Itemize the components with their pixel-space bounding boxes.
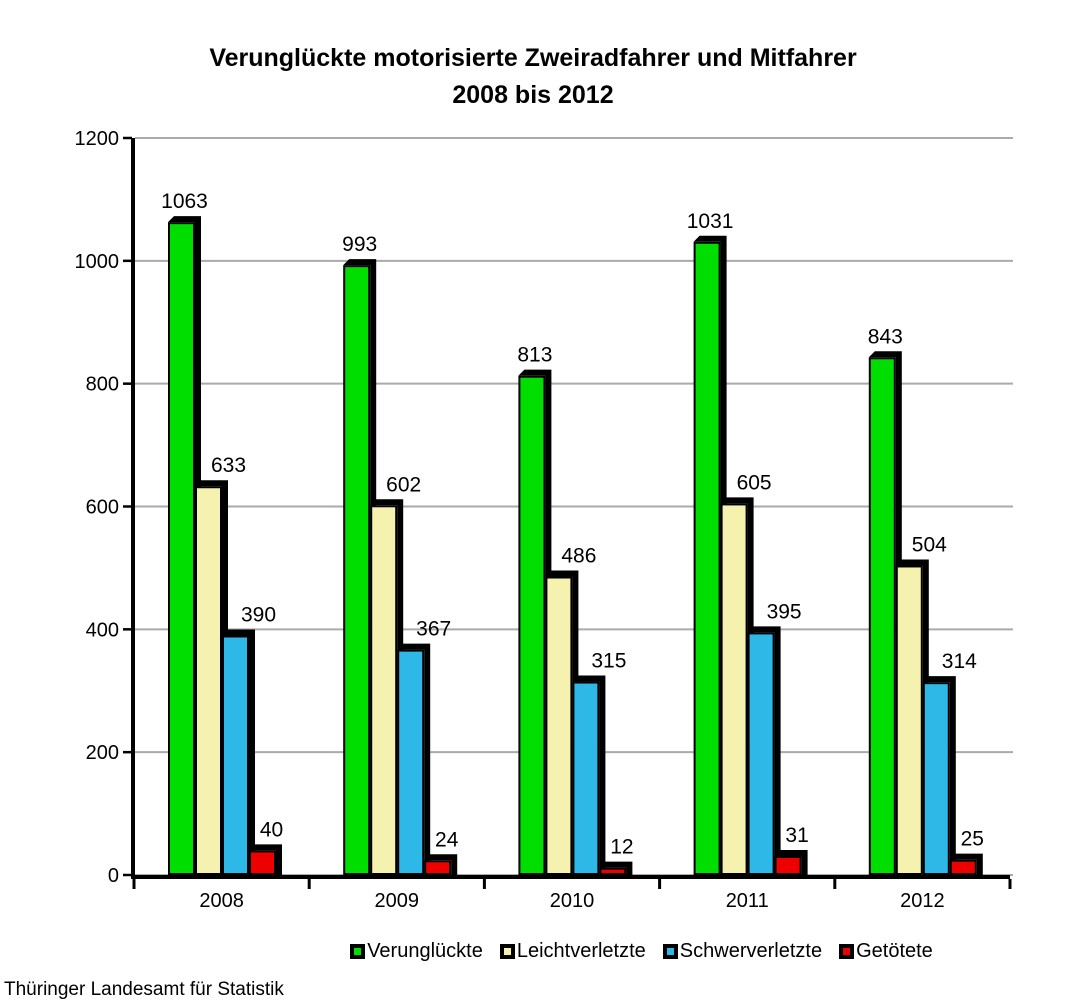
bar-Leichtverletzte-2008	[195, 486, 222, 875]
legend-item-schwerverletzte: Schwerverletzte	[662, 939, 823, 963]
value-label-Verunglückte-2011: 1031	[687, 210, 734, 233]
value-label-Schwerverletzte-2009: 367	[416, 618, 451, 641]
bar-Schwerverletzte-2008	[222, 635, 249, 875]
bar-Schwerverletzte-2012	[922, 682, 950, 875]
value-label-Getötete-2008: 40	[260, 818, 283, 841]
value-label-Verunglückte-2010: 813	[517, 344, 552, 367]
value-label-Schwerverletzte-2010: 315	[591, 650, 626, 673]
value-label-Verunglückte-2008: 1063	[161, 190, 208, 213]
legend-item-verunglueckte: Verunglückte	[350, 940, 483, 963]
bar-depth-Schwerverletzte-2009	[397, 643, 431, 875]
value-label-Schwerverletzte-2011: 395	[767, 600, 802, 623]
bar-Leichtverletzte-2009	[370, 505, 398, 875]
x-axis-line	[131, 875, 1010, 879]
value-label-Leichtverletzte-2008: 633	[211, 454, 246, 477]
bar-Leichtverletzte-2011	[720, 503, 748, 875]
legend-label: Schwerverletzte	[679, 939, 823, 962]
legend-label: Leichtverletzte	[516, 939, 646, 962]
legend-swatch-verunglueckte	[350, 943, 366, 959]
y-axis-label-400: 400	[86, 619, 119, 641]
legend-label: Verunglückte	[367, 939, 483, 962]
bar-depth-Getötete-2008	[249, 844, 282, 875]
bar-Getötete-2010	[599, 867, 627, 876]
y-axis-label-200: 200	[86, 742, 119, 764]
chart-title-line1: Verunglückte motorisierte Zweiradfahrer …	[209, 44, 857, 72]
value-label-Leichtverletzte-2010: 486	[561, 545, 596, 568]
value-label-Leichtverletzte-2009: 602	[386, 473, 421, 496]
y-axis-label-0: 0	[108, 865, 119, 887]
category-label-2008: 2008	[199, 890, 244, 912]
y-axis-line	[131, 138, 135, 879]
legend-swatch-schwerverletzte	[662, 943, 678, 959]
value-label-Getötete-2011: 31	[785, 824, 808, 847]
bar-Verunglückte-2009	[343, 265, 371, 875]
chart-title: Verunglückte motorisierte Zweiradfahrer …	[0, 40, 1066, 114]
value-label-Verunglückte-2012: 843	[868, 325, 903, 348]
bar-depth-Getötete-2011	[774, 849, 808, 875]
source-text: Thüringer Landesamt für Statistik	[4, 979, 284, 1000]
value-label-Schwerverletzte-2012: 314	[942, 650, 977, 673]
bar-Getötete-2011	[774, 855, 802, 875]
bar-Verunglückte-2010	[518, 375, 546, 875]
legend-item-getoetete: Getötete	[839, 940, 933, 963]
bar-depth-Schwerverletzte-2010	[572, 675, 606, 875]
bar-Leichtverletzte-2010	[545, 576, 573, 875]
bar-Getötete-2008	[249, 850, 276, 876]
category-label-2009: 2009	[375, 890, 420, 912]
bar-Schwerverletzte-2010	[572, 681, 600, 875]
bar-Getötete-2009	[424, 860, 452, 876]
value-label-Schwerverletzte-2008: 390	[241, 603, 276, 626]
value-label-Getötete-2012: 25	[961, 828, 984, 851]
y-axis-label-1200: 1200	[75, 128, 120, 150]
bar-Leichtverletzte-2012	[895, 565, 923, 876]
value-label-Verunglückte-2009: 993	[342, 233, 377, 256]
value-label-Getötete-2010: 12	[610, 836, 633, 859]
bar-depth-Getötete-2009	[424, 854, 458, 875]
legend-swatch-getoetete	[839, 943, 855, 959]
legend: Verunglückte Leichtverletzte Schwerverle…	[100, 939, 1083, 963]
value-label-Leichtverletzte-2011: 605	[737, 471, 772, 494]
legend-item-leichtverletzte: Leichtverletzte	[499, 939, 646, 963]
bar-depth-Getötete-2012	[949, 853, 983, 875]
category-label-2012: 2012	[900, 890, 945, 912]
y-axis-label-1000: 1000	[75, 251, 120, 273]
bar-Verunglückte-2008	[168, 222, 195, 876]
bar-depth-Getötete-2010	[599, 861, 633, 875]
value-label-Getötete-2009: 24	[435, 828, 459, 851]
bar-Verunglückte-2011	[693, 241, 721, 875]
bar-depth-Schwerverletzte-2011	[747, 626, 781, 875]
bar-Schwerverletzte-2011	[747, 632, 775, 876]
y-axis-label-800: 800	[86, 374, 119, 396]
bar-depth-Schwerverletzte-2012	[922, 676, 956, 875]
bar-Verunglückte-2012	[868, 357, 896, 875]
value-label-Leichtverletzte-2012: 504	[912, 533, 947, 556]
category-label-2011: 2011	[726, 890, 769, 912]
legend-label: Getötete	[856, 939, 933, 962]
category-label-2010: 2010	[550, 890, 595, 912]
bar-Getötete-2012	[949, 859, 977, 875]
chart-title-line2: 2008 bis 2012	[452, 81, 614, 109]
bar-Schwerverletzte-2009	[397, 649, 425, 875]
legend-swatch-leichtverletzte	[499, 943, 515, 959]
y-axis-label-600: 600	[86, 497, 119, 519]
